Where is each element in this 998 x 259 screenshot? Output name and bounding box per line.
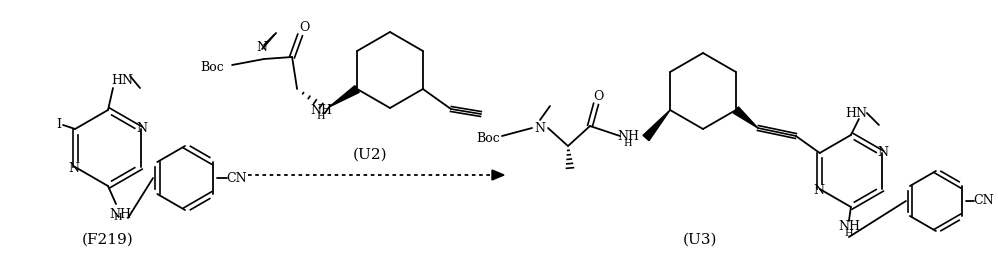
Polygon shape [329, 86, 359, 107]
Text: Boc: Boc [476, 132, 500, 145]
Text: NH: NH [310, 104, 332, 117]
Text: NH: NH [109, 207, 131, 220]
Text: (U3): (U3) [683, 233, 718, 247]
Polygon shape [643, 110, 670, 141]
FancyArrow shape [492, 170, 504, 180]
Text: H: H [844, 229, 853, 239]
Text: N: N [535, 121, 546, 134]
Text: NH: NH [617, 130, 639, 142]
Text: NH: NH [838, 220, 860, 234]
Text: H: H [316, 112, 325, 120]
Text: (F219): (F219) [82, 233, 134, 247]
Text: H: H [624, 139, 633, 147]
Text: H: H [114, 213, 123, 222]
Text: I: I [57, 118, 62, 131]
Text: Boc: Boc [201, 61, 224, 74]
Text: HN: HN [111, 74, 133, 87]
Text: (U2): (U2) [352, 148, 387, 162]
Text: O: O [299, 20, 309, 33]
Text: HN: HN [845, 106, 867, 119]
Text: N: N [69, 162, 80, 175]
Text: O: O [593, 90, 603, 103]
Text: N: N [877, 146, 888, 159]
Text: N: N [137, 121, 148, 134]
Text: N: N [813, 183, 824, 197]
Text: CN: CN [974, 195, 994, 207]
Text: N: N [256, 40, 267, 54]
Polygon shape [734, 107, 757, 128]
Text: CN: CN [227, 171, 248, 184]
